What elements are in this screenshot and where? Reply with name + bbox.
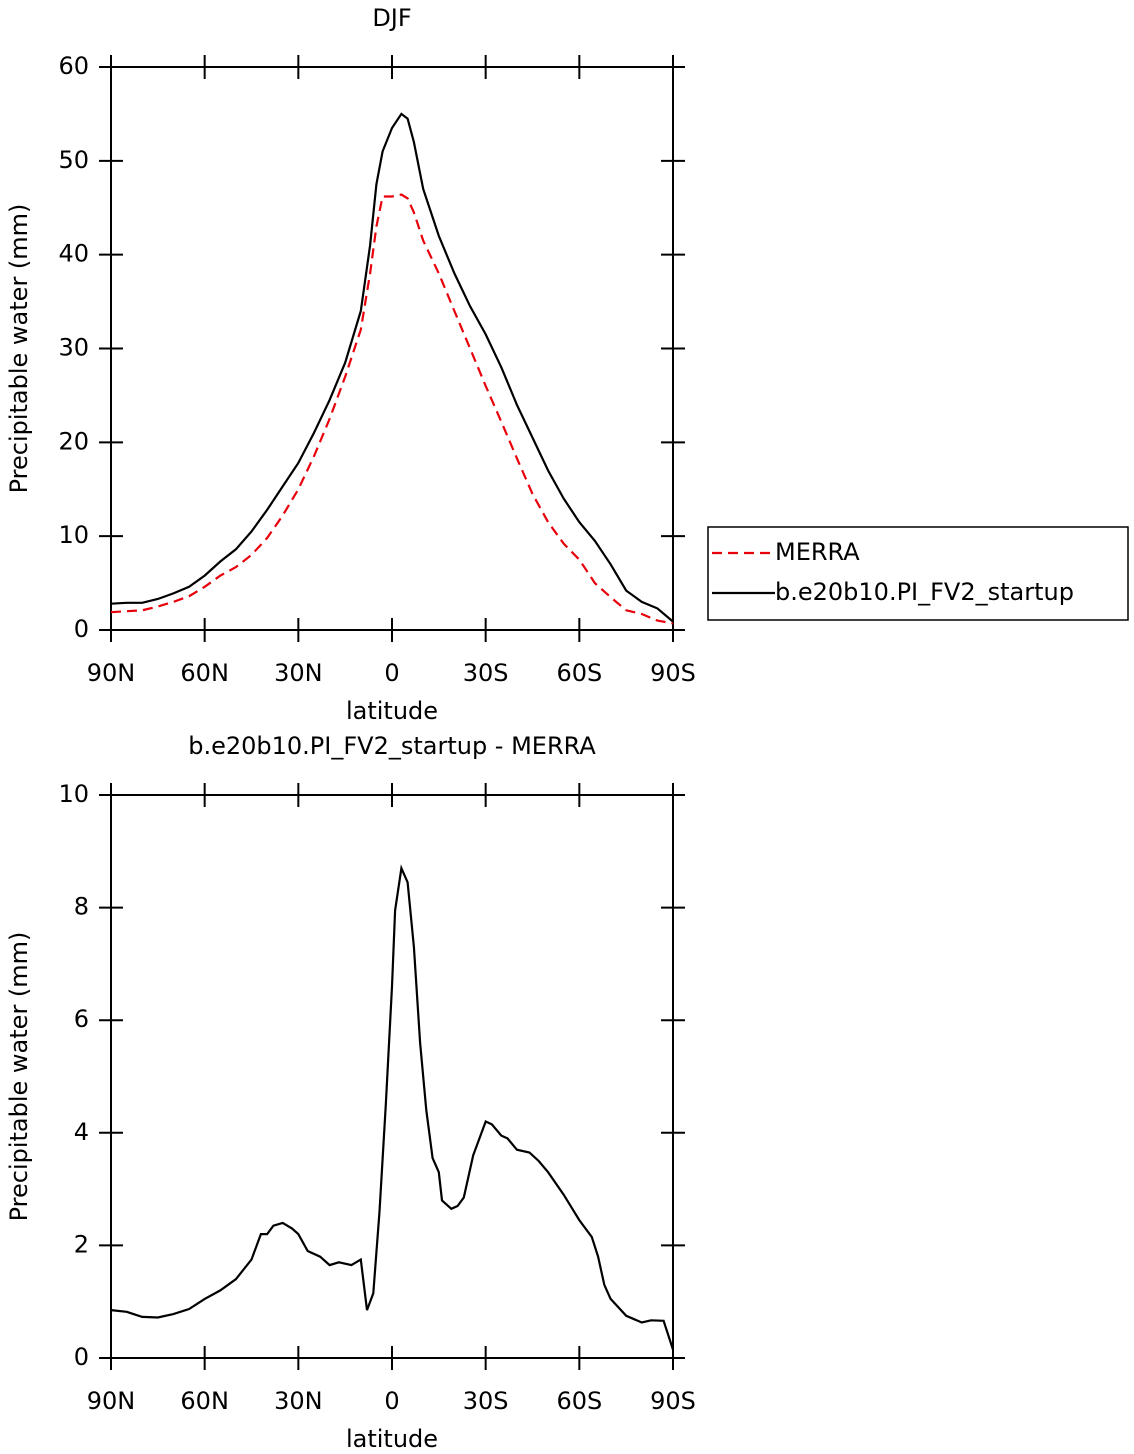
x-tick-label: 0 [384, 1387, 399, 1415]
y-tick-label: 6 [74, 1005, 89, 1033]
y-axis-label: Precipitable water (mm) [5, 932, 33, 1222]
x-tick-label: 0 [384, 659, 399, 687]
y-tick-label: 4 [74, 1118, 89, 1146]
x-tick-label: 90S [650, 1387, 696, 1415]
x-axis-label: latitude [346, 697, 438, 725]
plot-frame [110, 794, 674, 1359]
y-tick-label: 0 [74, 615, 89, 643]
data-line [110, 112, 674, 623]
y-tick-label: 0 [74, 1343, 89, 1371]
y-axis-label: Precipitable water (mm) [5, 204, 33, 494]
y-tick-label: 8 [74, 893, 89, 921]
x-tick-label: 30N [274, 1387, 323, 1415]
x-tick-label: 60N [180, 1387, 229, 1415]
x-tick-label: 60N [180, 659, 229, 687]
legend-label: b.e20b10.PI_FV2_startup [775, 578, 1074, 606]
data-line [110, 193, 674, 625]
y-tick-label: 10 [58, 780, 89, 808]
legend-label: MERRA [775, 538, 860, 566]
y-tick-label: 30 [58, 334, 89, 362]
x-tick-label: 60S [556, 1387, 602, 1415]
data-line [110, 864, 675, 1350]
x-tick-label: 30N [274, 659, 323, 687]
y-tick-label: 10 [58, 521, 89, 549]
y-tick-label: 60 [58, 52, 89, 80]
x-tick-label: 30S [463, 1387, 509, 1415]
y-tick-label: 40 [58, 240, 89, 268]
chart-title: b.e20b10.PI_FV2_startup - MERRA [188, 732, 596, 760]
x-tick-label: 90S [650, 659, 696, 687]
x-axis-label: latitude [346, 1425, 438, 1453]
x-tick-label: 60S [556, 659, 602, 687]
chart-title: DJF [372, 4, 411, 32]
x-tick-label: 30S [463, 659, 509, 687]
y-tick-label: 50 [58, 146, 89, 174]
x-tick-label: 90N [87, 1387, 136, 1415]
legend-box [707, 526, 1129, 621]
y-tick-label: 2 [74, 1230, 89, 1258]
plot-frame [110, 66, 674, 631]
y-tick-label: 20 [58, 427, 89, 455]
x-tick-label: 90N [87, 659, 136, 687]
